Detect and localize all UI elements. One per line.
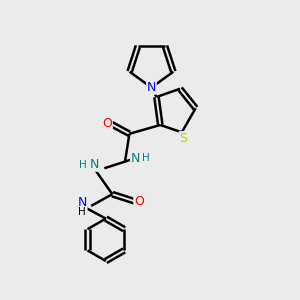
Text: N: N: [78, 196, 87, 209]
Text: H: H: [142, 153, 150, 163]
Text: O: O: [102, 117, 112, 130]
Text: H: H: [78, 207, 86, 217]
Text: N: N: [147, 81, 156, 94]
Text: N: N: [89, 158, 99, 171]
Text: H: H: [79, 160, 87, 170]
Text: S: S: [179, 132, 187, 145]
Text: N: N: [130, 152, 140, 165]
Text: O: O: [134, 195, 144, 208]
